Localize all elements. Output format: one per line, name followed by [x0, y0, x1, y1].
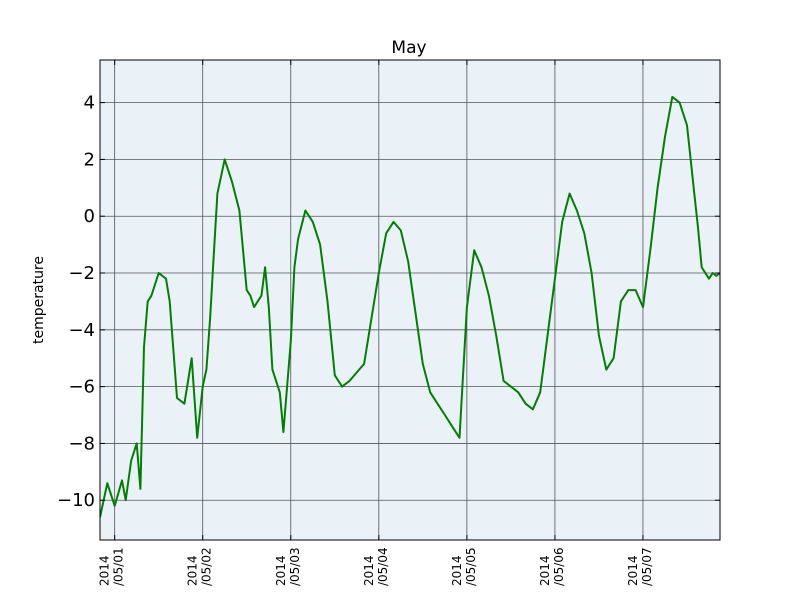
y-tick-label: −10 — [57, 490, 95, 511]
x-tick-label-date: /05/06 — [552, 547, 566, 586]
x-tick-label-year: 2014 — [450, 555, 464, 586]
y-tick-label: 4 — [84, 93, 95, 114]
x-tick-label-year: 2014 — [274, 555, 288, 586]
x-tick-label-year: 2014 — [626, 555, 640, 586]
x-tick-label: 2014/05/01 — [98, 547, 126, 586]
x-tick-label: 2014/05/06 — [538, 547, 566, 586]
x-tick-label-year: 2014 — [98, 555, 112, 586]
x-tick-label: 2014/05/04 — [362, 547, 390, 586]
tick-marks — [100, 60, 720, 540]
y-tick-label: −6 — [68, 377, 95, 398]
x-tick-label: 2014/05/03 — [274, 547, 302, 586]
x-tick-label: 2014/05/07 — [626, 547, 654, 586]
x-tick-label-year: 2014 — [538, 555, 552, 586]
x-tick-label-date: /05/03 — [288, 547, 302, 586]
x-tick-label-date: /05/05 — [464, 547, 478, 586]
x-tick-label-date: /05/02 — [200, 547, 214, 586]
x-tick-label: 2014/05/05 — [450, 547, 478, 586]
y-tick-label: −8 — [68, 433, 95, 454]
x-tick-label: 2014/05/02 — [186, 547, 214, 586]
x-tick-label-date: /05/01 — [112, 547, 126, 586]
x-tick-label-date: /05/07 — [640, 547, 654, 586]
plot-area — [100, 60, 720, 540]
x-tick-label-year: 2014 — [362, 555, 376, 586]
y-tick-label: −2 — [68, 263, 95, 284]
plot-frame — [99, 59, 721, 541]
y-tick-label: 2 — [84, 149, 95, 170]
y-tick-label: 0 — [84, 206, 95, 227]
y-axis-label: temperature — [31, 256, 47, 344]
x-tick-label-year: 2014 — [186, 555, 200, 586]
series-layer — [100, 95, 720, 518]
temperature-series-line — [100, 95, 720, 518]
x-tick-label-date: /05/04 — [376, 547, 390, 586]
chart-title: May — [391, 38, 426, 58]
y-tick-label: −4 — [68, 320, 95, 341]
